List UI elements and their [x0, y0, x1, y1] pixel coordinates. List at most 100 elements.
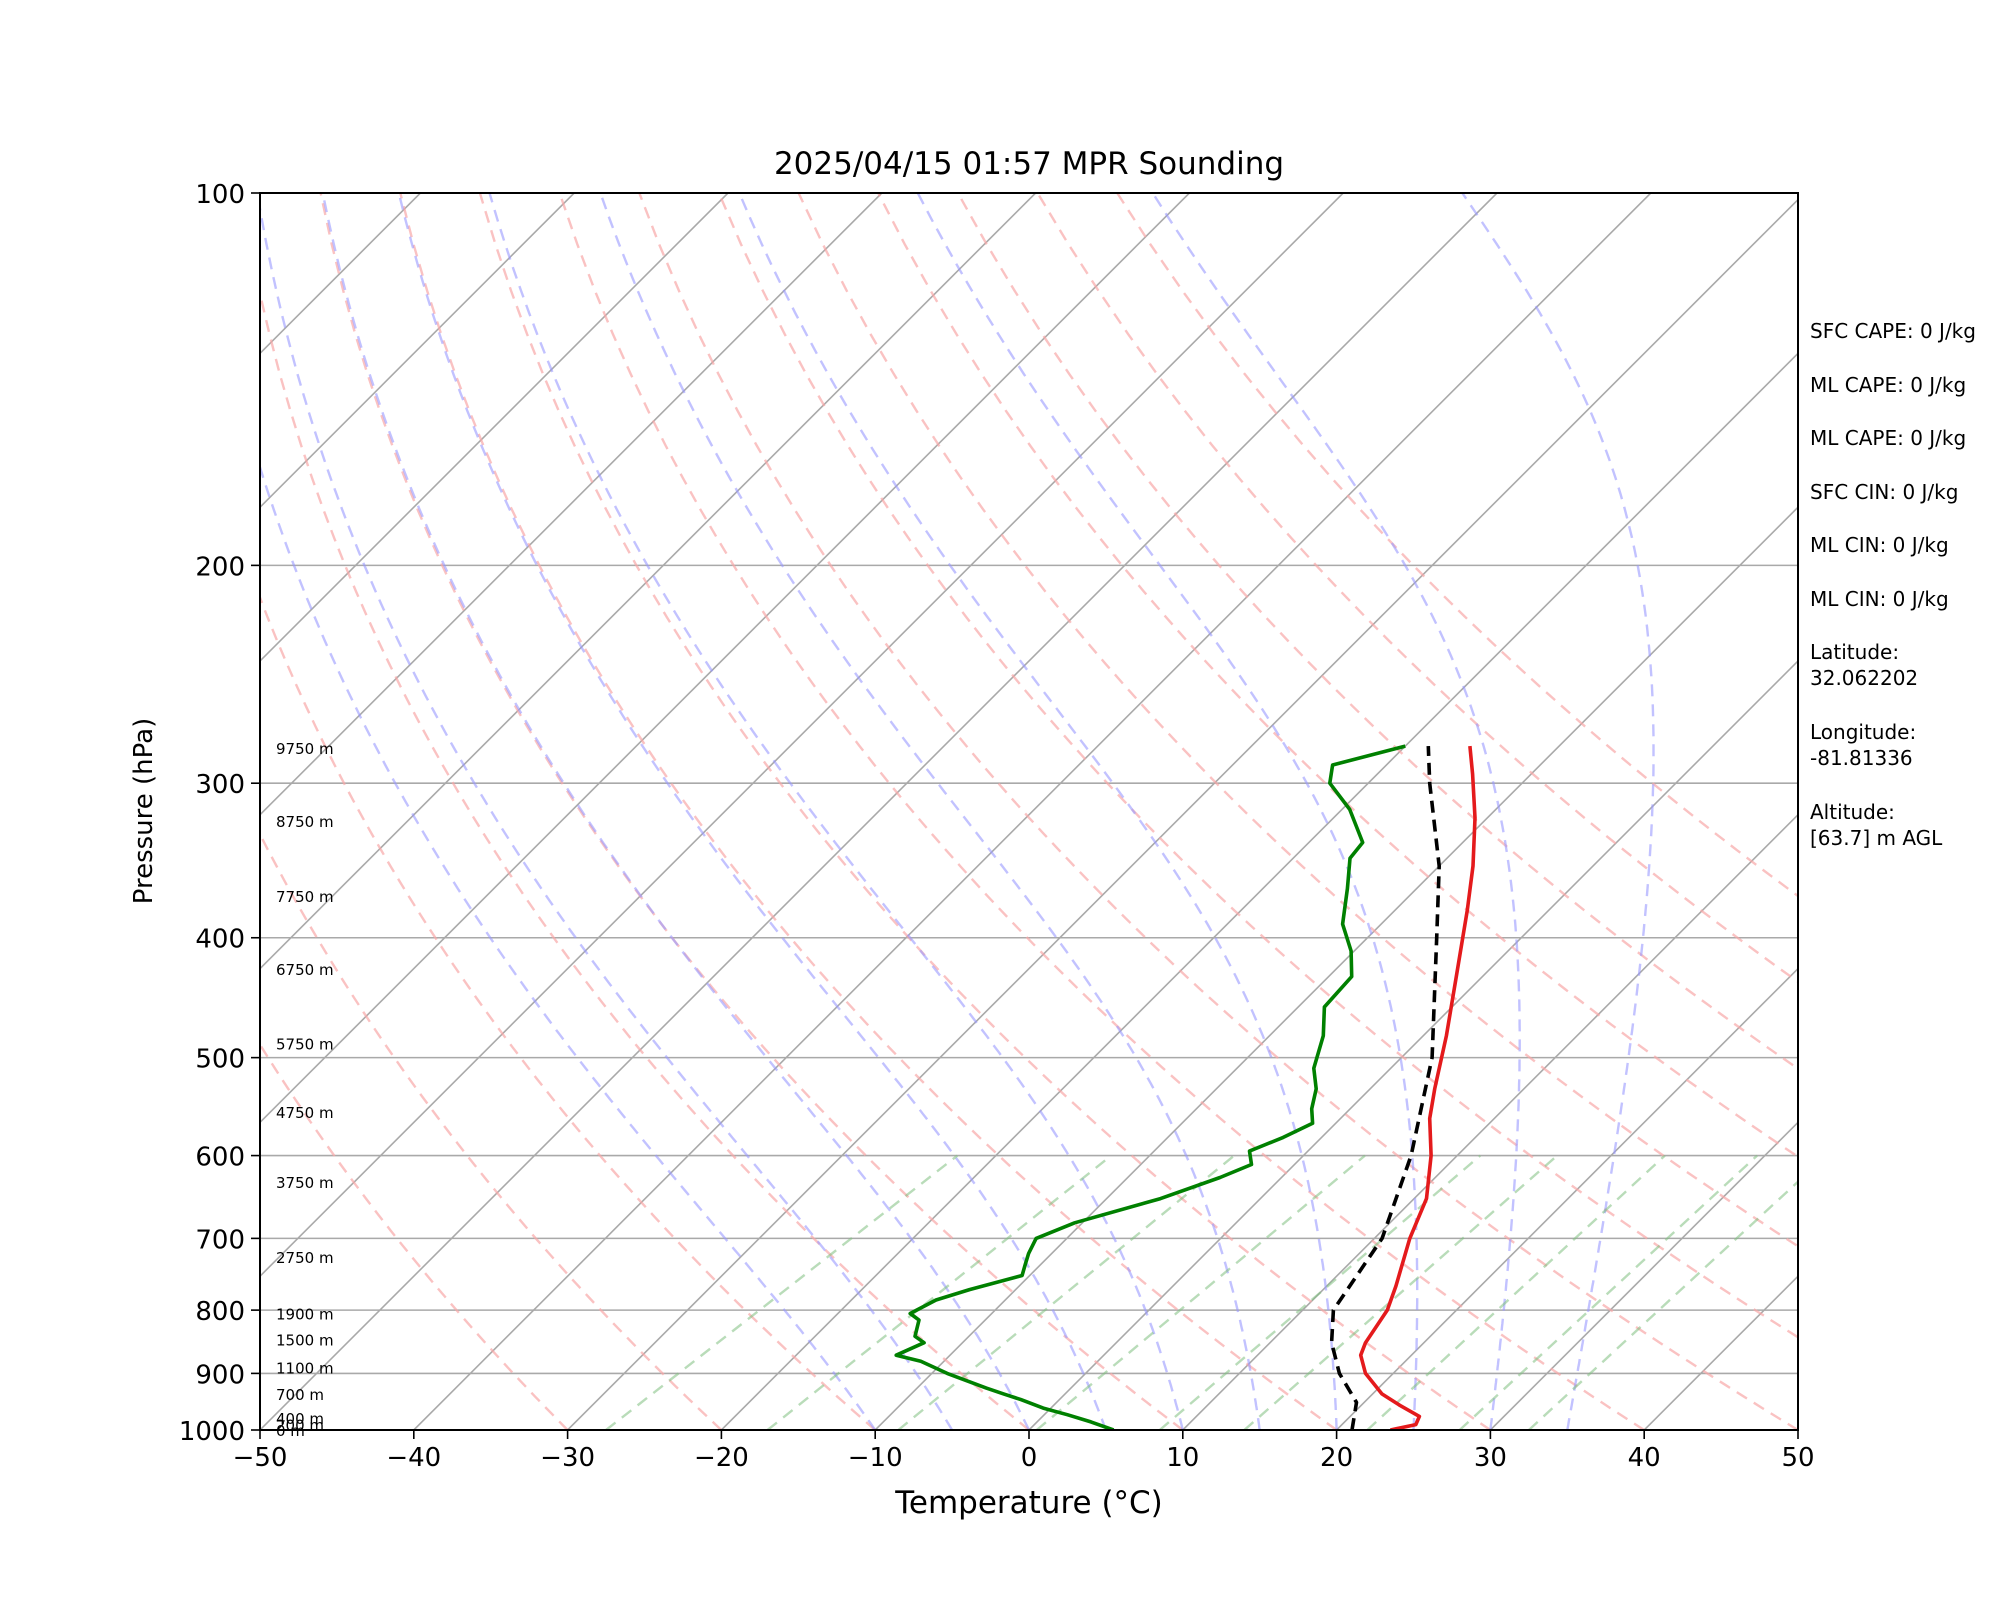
mixing-ratio-line: [1458, 1154, 1758, 1430]
x-axis-label: Temperature (°C): [894, 1485, 1163, 1521]
y-tick-label: 400: [195, 925, 245, 955]
stat-sfc-cin: SFC CIN: 0 J/kg: [1810, 479, 1959, 504]
y-tick-label: 100: [195, 180, 245, 210]
mixing-ratio-line: [766, 1154, 1112, 1430]
height-label: 6750 m: [276, 961, 334, 979]
x-tick-label: 0: [1021, 1443, 1038, 1473]
stat-sfc-cape: SFC CAPE: 0 J/kg: [1810, 319, 1976, 343]
height-label: 0 m: [276, 1422, 305, 1440]
height-label: 400 m: [276, 1410, 324, 1428]
height-label: 1900 m: [276, 1305, 334, 1323]
mixing-ratio-line: [897, 1154, 1235, 1430]
x-tick-label: 20: [1320, 1443, 1353, 1473]
dry-adiabat-line: [319, 193, 1184, 1430]
stat-altitude: Altitude: [63.7] m AGL: [1810, 800, 1943, 850]
dry-adiabat-line: [1036, 193, 1798, 984]
stat-longitude: Longitude: -81.81336: [1810, 720, 1917, 770]
x-tick-label: 40: [1628, 1443, 1661, 1473]
mixing-ratio-line: [1366, 1154, 1666, 1430]
height-label: 1500 m: [276, 1332, 334, 1350]
dry-adiabat-line: [558, 193, 1645, 1430]
background-lines: [260, 193, 1798, 1430]
x-tick-label: 10: [1166, 1443, 1199, 1473]
isotherm-line: [1028, 659, 1798, 1430]
stat-ml-cin: ML CIN: 0 J/kg: [1810, 533, 1949, 557]
stat-ml-cape: ML CAPE: 0 J/kg: [1810, 372, 1967, 397]
moist-adiabat-line: [599, 193, 1261, 1430]
isotherm-line: [413, 193, 1652, 1430]
moist-adiabat-line: [397, 193, 1108, 1430]
y-axis-label: Pressure (hPa): [129, 718, 159, 905]
isotherm-line: [720, 352, 1798, 1430]
plot-frame: [259, 192, 1799, 1431]
sounding-lines: [894, 744, 1477, 1430]
dry-adiabat-line: [399, 193, 1338, 1430]
stats-panel: SFC CAPE: 0 J/kg ML CAPE: 0 J/kg ML CAPE…: [1810, 318, 2000, 853]
height-label: 700 m: [276, 1386, 324, 1404]
dry-adiabat-line: [638, 193, 1798, 1430]
height-label: 8750 m: [276, 813, 334, 831]
x-tick-label: −30: [540, 1443, 595, 1473]
isotherm-line: [260, 193, 1498, 1430]
mixing-ratio-line: [1528, 1180, 1798, 1430]
moist-adiabat-line: [488, 193, 1184, 1430]
dry-adiabat-line: [260, 594, 876, 1430]
moist-adiabat-line: [738, 193, 1338, 1430]
y-tick-label: 500: [195, 1045, 245, 1075]
x-tick-label: −10: [848, 1443, 903, 1473]
height-label: 2750 m: [276, 1249, 334, 1267]
sounding-series-0: [1358, 745, 1477, 1430]
isotherm-line: [260, 193, 883, 816]
sounding-series-1: [894, 744, 1406, 1430]
height-label: 3750 m: [276, 1174, 334, 1192]
dry-adiabat-line: [1116, 193, 1798, 898]
moist-adiabat-line: [1461, 193, 1655, 1430]
height-label: 4750 m: [276, 1104, 334, 1122]
y-tick-label: 300: [195, 770, 245, 800]
y-tick-label: 600: [195, 1143, 245, 1173]
dry-adiabat-line: [877, 193, 1798, 1159]
moist-adiabat-line: [260, 202, 954, 1430]
moist-adiabat-line: [1151, 193, 1521, 1430]
height-label: 1100 m: [276, 1359, 334, 1377]
x-tick-label: −40: [386, 1443, 441, 1473]
isotherm-line: [260, 193, 575, 509]
y-tick-label: 1000: [179, 1417, 245, 1447]
isotherm-line: [260, 193, 1037, 970]
mixing-ratio-line: [605, 1154, 959, 1430]
dry-adiabat-line: [797, 193, 1798, 1248]
isotherm-line: [260, 193, 729, 663]
chart-title: 2025/04/15 01:57 MPR Sounding: [774, 146, 1284, 182]
y-tick-label: 900: [195, 1360, 245, 1390]
x-tick-label: 30: [1474, 1443, 1507, 1473]
y-tick-label: 200: [195, 552, 245, 582]
isotherm-line: [874, 506, 1798, 1430]
isotherm-line: [260, 193, 1190, 1124]
dry-adiabat-line: [260, 288, 1030, 1430]
isotherm-line: [260, 193, 1344, 1278]
x-tick-label: −50: [233, 1443, 288, 1473]
height-label: 9750 m: [276, 740, 334, 758]
isotherm-line: [1336, 967, 1798, 1430]
stat-ml-cape: ML CAPE: 0 J/kg: [1810, 426, 1967, 450]
mixing-ratio-line: [1243, 1154, 1558, 1430]
isotherm-line: [1489, 1121, 1798, 1430]
height-label: 5750 m: [276, 1035, 334, 1053]
height-label: 7750 m: [276, 888, 334, 906]
height-label: 200 m: [276, 1417, 324, 1435]
moist-adiabat-line: [321, 193, 1031, 1430]
moist-adiabat-line: [916, 193, 1419, 1430]
isotherm-line: [567, 198, 1798, 1430]
y-tick-label: 800: [195, 1297, 245, 1327]
dry-adiabat-line: [717, 193, 1798, 1339]
x-tick-label: 50: [1781, 1443, 1814, 1473]
dry-adiabat-line: [260, 1042, 569, 1430]
dry-adiabat-line: [260, 831, 723, 1430]
moist-adiabat-line: [260, 463, 877, 1430]
stat-latitude: Latitude: 32.062202: [1810, 640, 1919, 690]
sounding-series-2: [1329, 746, 1441, 1430]
mixing-ratio-line: [1035, 1154, 1366, 1430]
y-tick-label: 700: [195, 1225, 245, 1255]
